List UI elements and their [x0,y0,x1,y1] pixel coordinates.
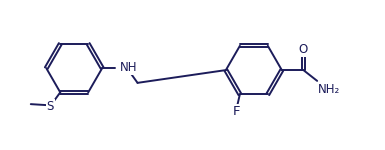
Text: F: F [233,105,241,118]
Text: O: O [299,43,308,56]
Text: NH₂: NH₂ [318,83,340,96]
Text: S: S [47,100,54,113]
Text: NH: NH [120,61,137,74]
